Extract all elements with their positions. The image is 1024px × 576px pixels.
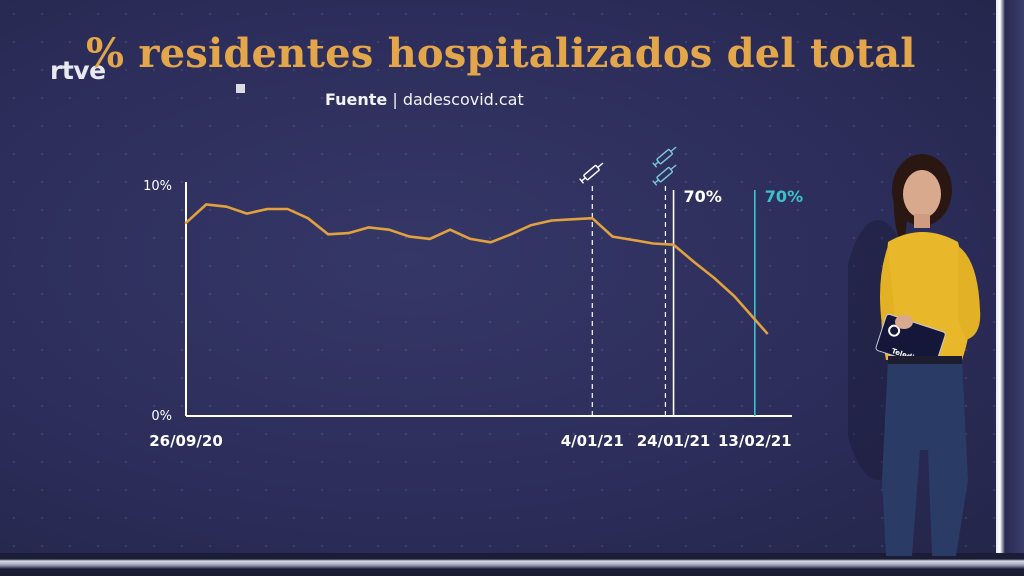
x-tick-label: 4/01/21 [561,432,624,450]
syringe-icon [652,146,677,168]
syringe-handle [652,162,658,168]
syringe-needle [670,164,677,171]
y-tick-label: 0% [151,409,172,424]
syringe-plunger [654,179,659,184]
syringe-needle [597,162,604,169]
logo-square-mark [236,84,245,93]
chart-tick-labels: 10% 0% 26/09/20 4/01/21 24/01/21 13/02/21 [143,179,792,450]
source-label: Fuente [325,90,388,109]
dot-pattern-background [0,0,1000,560]
syringe-needle [670,146,677,153]
x-tick-label: 24/01/21 [637,432,711,450]
x-tick-label: 26/09/20 [149,432,223,450]
chart-axes [185,182,792,417]
chart-title: % residentes hospitalizados del total [86,30,916,77]
syringe-icon [652,164,677,186]
source-separator: | [392,90,403,109]
series-line [184,203,769,335]
x-tick-label: 13/02/21 [718,432,792,450]
screen-frame-bottom [0,553,1024,576]
screen-frame-right [996,0,1024,576]
syringe-handle [579,178,585,184]
chart-series [184,203,769,335]
syringe-plunger [654,161,659,166]
syringe-icon [579,162,604,184]
rtve-logo: rtve [50,56,106,85]
event-label: 70% [765,187,803,206]
syringe-barrel [656,148,674,165]
presenter: Telediario [848,154,981,556]
event-label: 70% [684,187,722,206]
syringe-barrel [656,166,674,183]
y-tick-label: 10% [143,179,172,194]
chart-event-markers: 70% 70% [579,146,803,416]
source-line: Fuente | dadescovid.cat [325,90,524,109]
syringe-plunger [581,177,586,182]
source-value: dadescovid.cat [402,90,524,109]
syringe-barrel [583,164,600,181]
syringe-handle [652,180,658,186]
